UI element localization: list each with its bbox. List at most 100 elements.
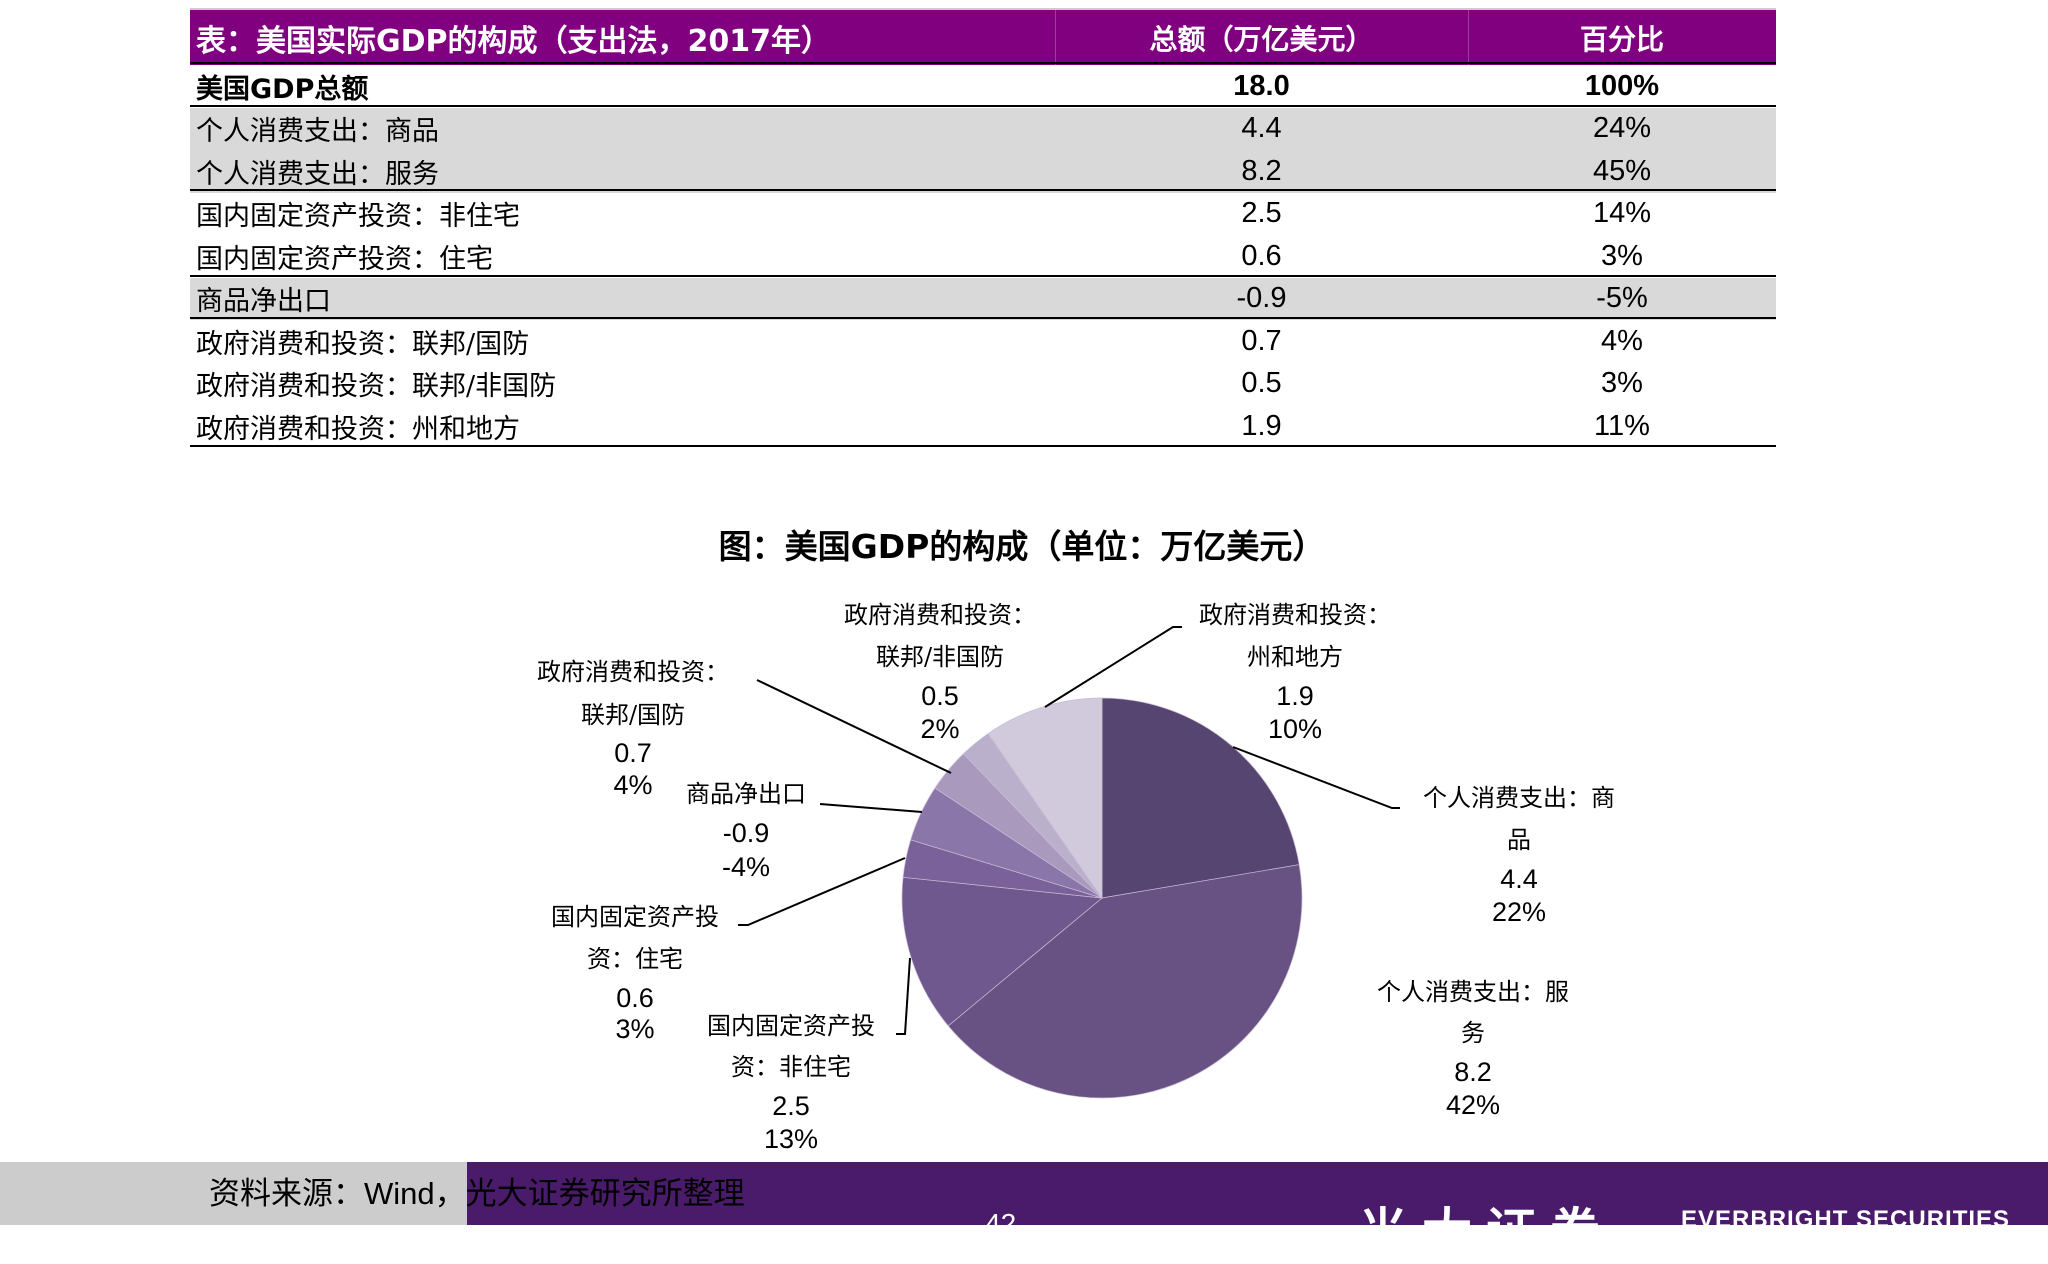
- data-label: 国内固定资产投: [707, 1014, 875, 1038]
- pie-slice: [947, 864, 1303, 1099]
- table-rule: [190, 189, 1776, 191]
- row-pct: 14%: [1592, 197, 1652, 230]
- slice-value: 1.9: [1276, 681, 1314, 711]
- data-label: 个人消费支出：服: [1377, 980, 1569, 1004]
- slice-label: 个人消费支出：商: [1423, 784, 1615, 812]
- slice-percent: 22%: [1491, 897, 1547, 927]
- data-label: -0.9: [723, 820, 770, 847]
- row-label: 商品净出口: [196, 286, 331, 318]
- data-label: 0.7: [614, 740, 652, 767]
- data-label: 资：住宅: [587, 947, 683, 971]
- row-pct: 4%: [1601, 324, 1643, 357]
- data-label: 13%: [764, 1126, 818, 1153]
- source-rest: ，光大证券研究所整理: [434, 1176, 745, 1212]
- data-label: 2%: [920, 716, 959, 743]
- slice-label: 国内固定资产投: [551, 903, 719, 931]
- slice-value: 0.5: [921, 681, 959, 711]
- data-label: 8.2: [1454, 1059, 1492, 1086]
- leader-line-net-exports: [819, 803, 923, 813]
- table-rule: [190, 105, 1776, 107]
- data-label: 0.6: [616, 985, 654, 1012]
- slice-value: 0.6: [616, 983, 654, 1013]
- slice-label: 州和地方: [1247, 643, 1343, 671]
- row-total: 1.9: [1241, 409, 1282, 442]
- footer-brand-bar: [467, 1162, 2048, 1225]
- data-label: 个人消费支出：商: [1423, 786, 1615, 810]
- table-row: 政府消费和投资：联邦/非国防 0.5 3%: [190, 363, 1776, 406]
- slice-label: 国内固定资产投: [707, 1012, 875, 1040]
- row-label: 个人消费支出：商品: [196, 116, 439, 148]
- slice-percent: -4%: [721, 852, 771, 882]
- header-divider: [1055, 10, 1056, 65]
- page-number: 42: [985, 1208, 1017, 1239]
- row-pct: 3%: [1601, 239, 1643, 272]
- row-pct: -5%: [1596, 282, 1648, 315]
- table-row: 国内固定资产投资：住宅 0.6 3%: [190, 235, 1776, 278]
- row-pct: 24%: [1592, 112, 1652, 145]
- header-pct: 百分比: [1579, 22, 1664, 56]
- logo-chinese: 光大证券: [1358, 1202, 1614, 1261]
- slice-label: 资：住宅: [587, 945, 683, 973]
- row-total: -0.9: [1236, 282, 1287, 315]
- slice-label: 政府消费和投资：: [1199, 601, 1391, 629]
- data-label: 22%: [1492, 899, 1546, 926]
- slice-label: 品: [1507, 826, 1531, 854]
- slice-value: 0.7: [614, 738, 652, 768]
- table-row: 政府消费和投资：州和地方 1.9 11%: [190, 405, 1776, 448]
- row-pct: 45%: [1592, 154, 1652, 187]
- data-label: 政府消费和投资：: [537, 660, 729, 684]
- slice-value: -0.9: [722, 818, 770, 848]
- data-label: 10%: [1268, 716, 1322, 743]
- leader-line-state-local: [1044, 626, 1182, 708]
- header-divider: [1468, 10, 1469, 65]
- row-total: 0.5: [1241, 367, 1282, 400]
- table-row: 个人消费支出：服务 8.2 45%: [190, 150, 1776, 193]
- row-pct: 100%: [1584, 69, 1660, 102]
- source-label: 资料来源：: [209, 1176, 364, 1212]
- row-pct: 11%: [1594, 409, 1650, 442]
- row-label: 政府消费和投资：州和地方: [196, 413, 520, 445]
- table-row: 政府消费和投资：联邦/国防 0.7 4%: [190, 320, 1776, 363]
- data-label: 3%: [615, 1016, 654, 1043]
- slice-percent: 10%: [1267, 714, 1323, 744]
- row-total: 8.2: [1241, 154, 1282, 187]
- pie-slice: [1101, 697, 1300, 899]
- header-title: 表：美国实际GDP的构成（支出法，2017年）: [196, 23, 832, 59]
- row-label: 政府消费和投资：联邦/国防: [196, 328, 530, 360]
- data-label: 州和地方: [1247, 645, 1343, 669]
- slice-label: 联邦/非国防: [875, 643, 1005, 671]
- data-label: 商品净出口: [686, 782, 806, 806]
- data-label: 联邦/国防: [581, 703, 685, 727]
- row-label: 国内固定资产投资：非住宅: [196, 201, 520, 233]
- slice-label: 务: [1461, 1019, 1485, 1047]
- row-total: 0.6: [1241, 239, 1282, 272]
- slice-value: 8.2: [1454, 1057, 1492, 1087]
- row-label: 政府消费和投资：联邦/非国防: [196, 371, 557, 403]
- logo-english: EVERBRIGHT SECURITIES: [1681, 1206, 2011, 1233]
- row-label: 个人消费支出：服务: [196, 158, 439, 190]
- data-label: 4%: [613, 772, 652, 799]
- slice-percent: 3%: [615, 1014, 655, 1044]
- table-rule: [190, 62, 1776, 64]
- slice-percent: 4%: [613, 770, 653, 800]
- table-row: 国内固定资产投资：非住宅 2.5 14%: [190, 193, 1776, 236]
- chart-title: 图：美国GDP的构成（单位：万亿美元）: [718, 527, 1326, 566]
- data-label: -4%: [722, 854, 770, 881]
- data-label: 4.4: [1500, 866, 1538, 893]
- data-label: 国内固定资产投: [551, 905, 719, 929]
- slice-percent: 13%: [763, 1124, 819, 1154]
- row-total: 18.0: [1233, 69, 1290, 102]
- slice-label: 联邦/国防: [580, 701, 686, 729]
- data-label: 0.5: [921, 683, 959, 710]
- table-row: 个人消费支出：商品 4.4 24%: [190, 107, 1776, 150]
- leader-line-defense: [756, 679, 952, 774]
- row-total: 2.5: [1241, 197, 1282, 230]
- row-total: 0.7: [1241, 324, 1282, 357]
- table-row: 商品净出口 -0.9 -5%: [190, 277, 1776, 320]
- data-label: 政府消费和投资：: [844, 603, 1036, 627]
- source-wind: Wind: [364, 1176, 435, 1211]
- table-rule: [190, 317, 1776, 319]
- pie-slice: [987, 697, 1103, 900]
- table-header: 表：美国实际GDP的构成（支出法，2017年） 总额（万亿美元） 百分比: [190, 8, 1776, 65]
- header-total: 总额（万亿美元）: [1149, 22, 1374, 56]
